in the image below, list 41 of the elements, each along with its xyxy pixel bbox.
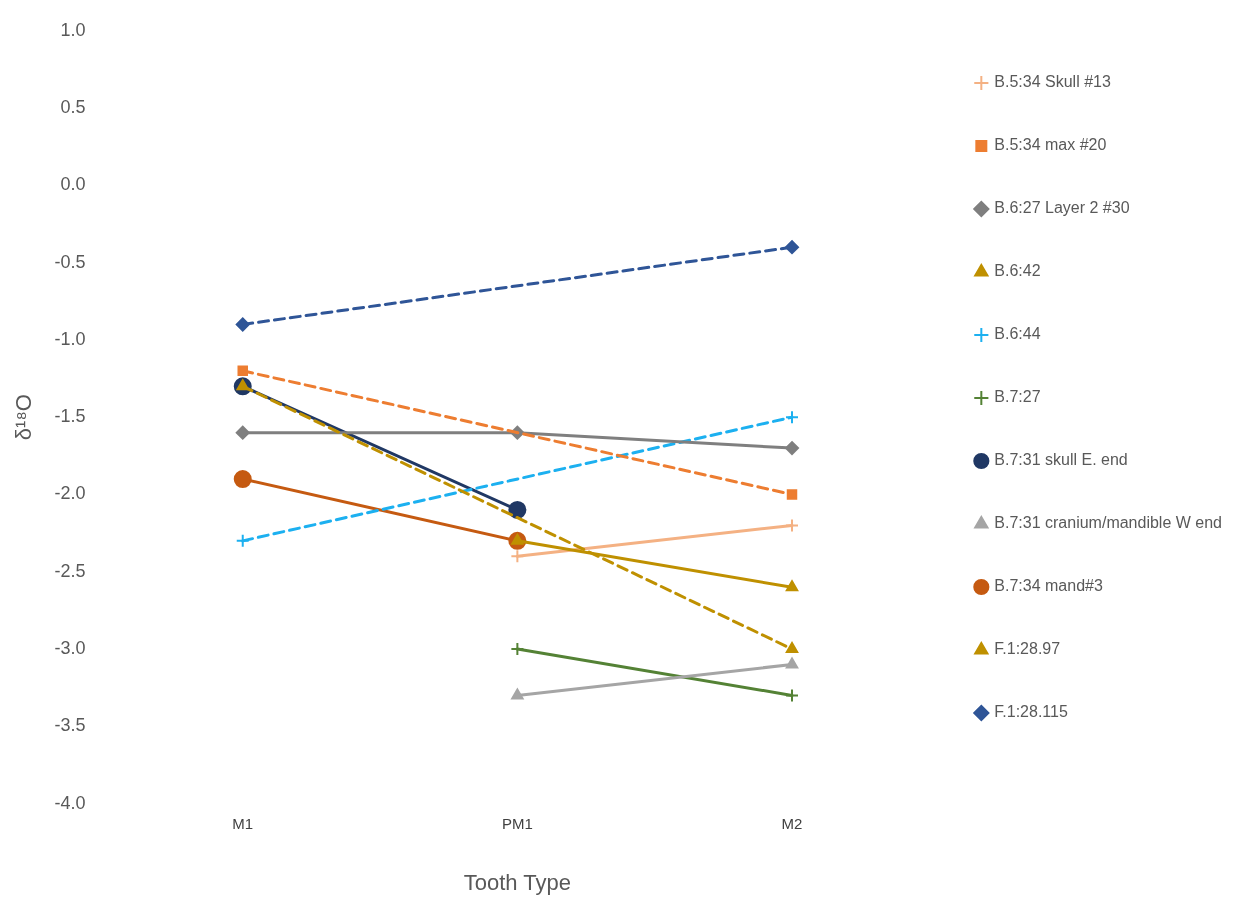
y-tick-label: 0.5 [60, 97, 86, 118]
y-tick-label: -3.0 [54, 638, 86, 659]
legend-label: F.1:28.97 [994, 640, 1061, 658]
point [785, 688, 800, 703]
y-tick-label: -0.5 [54, 251, 86, 272]
point [233, 470, 252, 489]
x-tick-label: M1 [232, 814, 254, 832]
y-tick-label: -1.5 [54, 406, 86, 427]
legend-label: B.7:34 mand#3 [994, 577, 1103, 595]
legend-label: B.7:31 cranium/mandible W end [994, 514, 1222, 532]
y-tick-label: -4.0 [54, 792, 86, 813]
x-axis-title: Tooth Type [463, 869, 571, 895]
legend-label: B.6:27 Layer 2 #30 [994, 199, 1130, 217]
point [786, 489, 798, 500]
y-tick-label: -2.5 [54, 560, 86, 581]
y-tick-label: -1.0 [54, 328, 86, 349]
point [785, 441, 800, 456]
point [508, 500, 527, 519]
point [510, 549, 525, 564]
x-tick-label: M2 [781, 814, 803, 832]
point [785, 518, 800, 533]
legend-label: B.7:27 [994, 388, 1041, 406]
y-tick-label: 1.0 [60, 19, 86, 40]
legend-label: B.7:31 skull E. end [994, 451, 1128, 469]
legend-label: B.6:44 [994, 325, 1041, 343]
point [235, 317, 250, 332]
point [785, 240, 800, 255]
legend-label: B.5:34 Skull #13 [994, 73, 1111, 91]
point [235, 425, 250, 440]
y-tick-label: -2.0 [54, 483, 86, 504]
y-tick-label: 0.0 [60, 174, 86, 195]
x-tick-label: PM1 [501, 814, 533, 832]
legend-label: B.5:34 max #20 [994, 136, 1107, 154]
legend-label: F.1:28.115 [994, 703, 1068, 721]
y-axis-title: δ¹⁸O [11, 394, 37, 441]
point [785, 410, 800, 425]
y-tick-label: -3.5 [54, 715, 86, 736]
legend-label: B.6:42 [994, 262, 1041, 280]
point [237, 365, 248, 377]
point [510, 642, 525, 657]
point [235, 533, 250, 548]
